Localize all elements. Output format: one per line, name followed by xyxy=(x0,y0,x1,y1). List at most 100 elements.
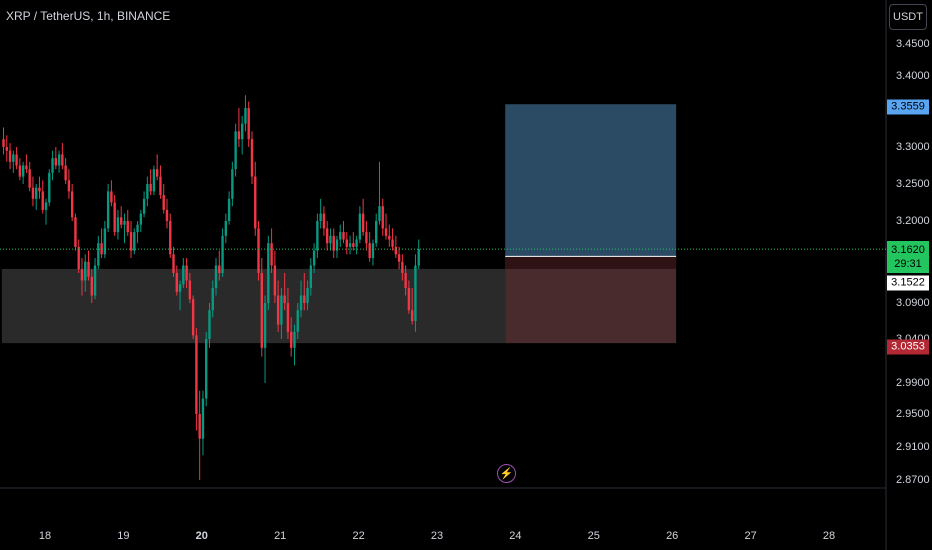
candle xyxy=(290,317,293,357)
candle-body xyxy=(87,261,90,277)
candle-body xyxy=(375,221,378,244)
candle xyxy=(159,165,162,199)
candle-body xyxy=(312,250,316,266)
candle-body xyxy=(64,165,67,181)
price-axis-tick: 3.2500 xyxy=(896,178,930,190)
candle xyxy=(375,213,378,247)
candle-body xyxy=(31,187,35,199)
candle-body xyxy=(296,310,299,332)
candle-body xyxy=(371,243,375,258)
candle xyxy=(339,224,342,247)
candle xyxy=(146,176,149,207)
candle xyxy=(407,280,411,314)
candle-body xyxy=(286,303,290,332)
time-axis-tick: 24 xyxy=(509,530,522,542)
time-axis-tick: 26 xyxy=(666,530,679,542)
candle-body xyxy=(348,243,352,247)
candle xyxy=(113,195,116,236)
candle-body xyxy=(299,295,303,311)
candle xyxy=(355,235,358,255)
candle-body xyxy=(28,169,31,188)
candle-body xyxy=(21,165,25,177)
candle xyxy=(267,235,270,311)
candle xyxy=(309,258,313,296)
target-price-label: 3.3559 xyxy=(887,99,929,115)
candle-body xyxy=(417,249,420,266)
candle xyxy=(2,127,5,155)
candle-body xyxy=(191,299,195,336)
currency-button[interactable]: USDT xyxy=(889,4,927,30)
candle-body xyxy=(358,213,362,240)
candle-body xyxy=(309,265,313,288)
candle xyxy=(414,254,417,332)
candle-body xyxy=(110,191,113,203)
candle xyxy=(296,303,299,339)
candle-body xyxy=(155,169,159,177)
candle-body xyxy=(51,158,54,173)
candle xyxy=(417,239,420,270)
price-axis-tick: 2.9500 xyxy=(896,408,930,420)
candle xyxy=(152,165,156,196)
candle-body xyxy=(35,187,38,199)
candle xyxy=(378,161,381,225)
candle-body xyxy=(407,288,411,311)
price-axis-tick: 3.4500 xyxy=(896,38,930,50)
candle-body xyxy=(25,165,28,170)
candle-body xyxy=(247,108,250,140)
candle xyxy=(169,213,172,258)
price-axis-tick: 2.9900 xyxy=(896,377,930,389)
current-price-label: 3.1620 29:31 xyxy=(887,241,929,273)
candle xyxy=(54,147,58,170)
candle xyxy=(214,258,218,296)
candle xyxy=(221,228,224,277)
candle-body xyxy=(355,239,358,247)
candle-body xyxy=(113,202,116,233)
candle xyxy=(371,239,375,266)
candle xyxy=(201,390,205,456)
candle xyxy=(342,221,345,244)
candle xyxy=(325,221,329,251)
candle-body xyxy=(240,123,244,140)
candle xyxy=(237,108,241,147)
candle xyxy=(48,169,51,207)
candle-body xyxy=(185,265,188,281)
candle xyxy=(110,180,113,207)
candle xyxy=(306,280,309,311)
take-profit-zone xyxy=(505,104,677,257)
candle xyxy=(244,95,247,132)
lightning-bolt-icon[interactable]: ⚡ xyxy=(497,464,516,483)
candle-body xyxy=(97,243,100,266)
candle xyxy=(345,232,348,255)
candle-body xyxy=(188,280,192,300)
candle-body xyxy=(322,213,326,229)
candle xyxy=(195,328,198,431)
candle-body xyxy=(2,139,5,147)
candle-body xyxy=(267,243,270,303)
candle-body xyxy=(198,414,201,439)
candle xyxy=(394,235,398,258)
candle-body xyxy=(162,195,165,210)
candle xyxy=(5,135,8,162)
candle-body xyxy=(182,265,185,285)
time-axis-tick: 23 xyxy=(430,530,444,542)
candle xyxy=(322,206,326,236)
candle xyxy=(106,184,110,233)
candle xyxy=(126,209,129,236)
candle-body xyxy=(316,221,319,251)
candle-body xyxy=(100,243,103,255)
candle-body xyxy=(77,246,80,270)
candle-body xyxy=(5,147,8,151)
candle xyxy=(38,176,41,199)
candle xyxy=(319,198,322,229)
candle xyxy=(44,198,48,225)
candle xyxy=(227,191,231,225)
candle-body xyxy=(159,176,162,196)
candle xyxy=(93,258,97,300)
candle xyxy=(404,265,407,296)
candle-body xyxy=(67,180,71,192)
candle-body xyxy=(263,303,267,348)
candle-body xyxy=(211,288,214,311)
candle xyxy=(77,239,80,273)
candle-body xyxy=(221,235,224,273)
